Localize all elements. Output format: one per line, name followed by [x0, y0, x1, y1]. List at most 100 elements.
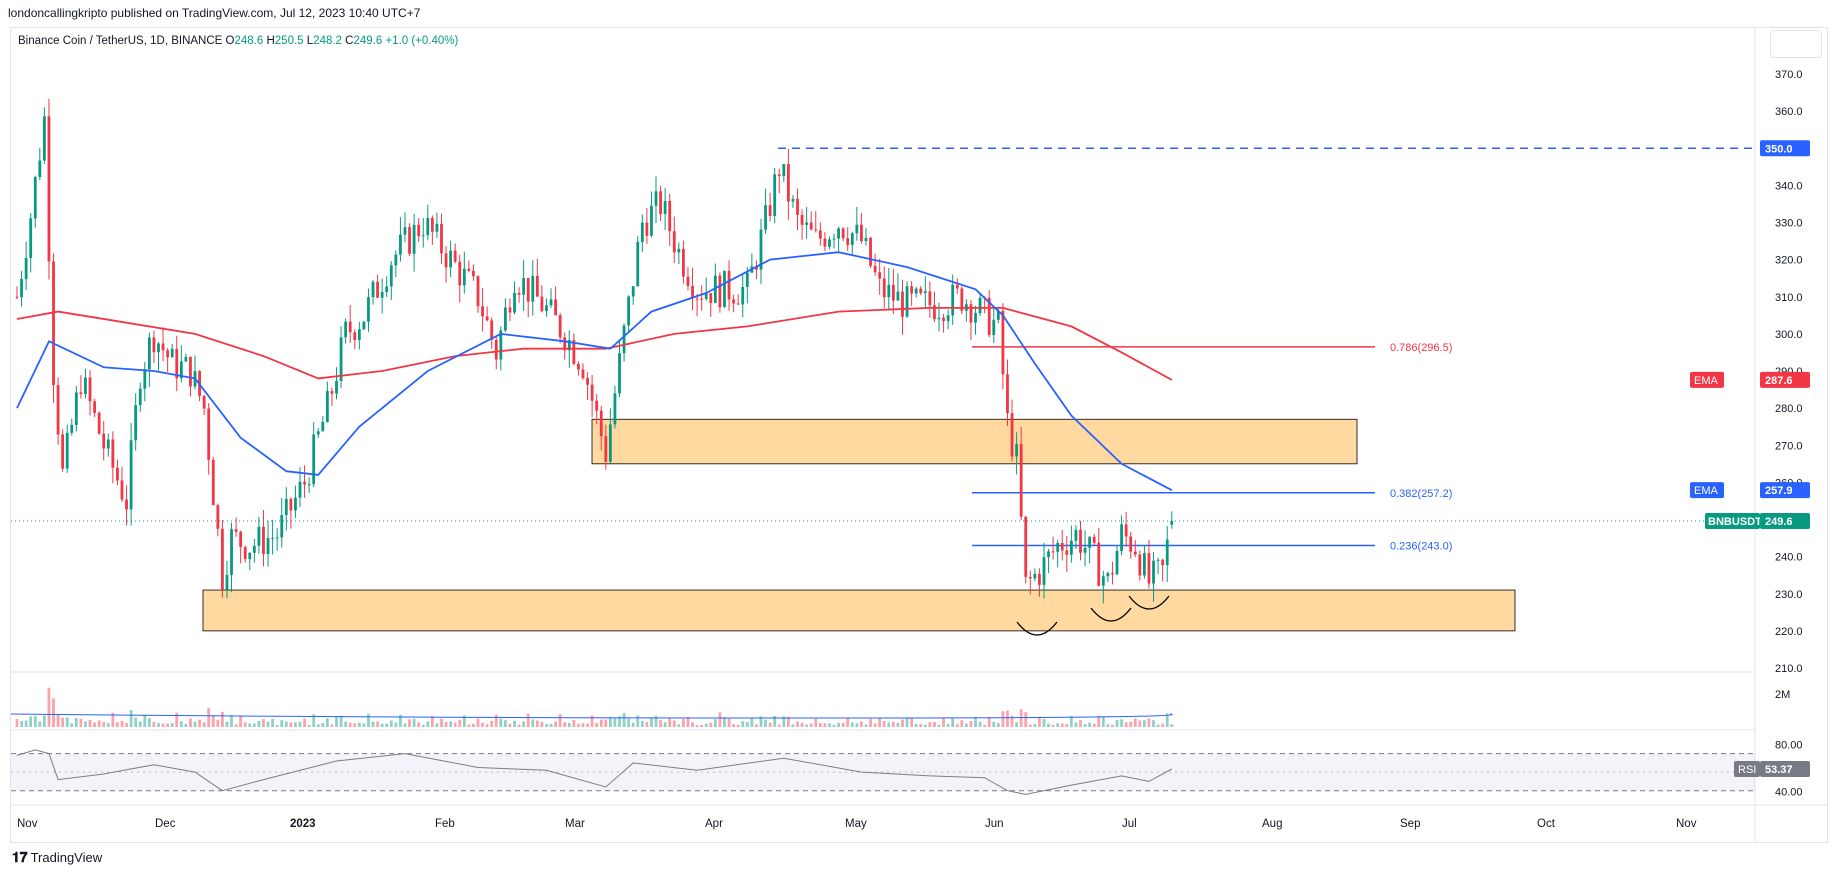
candle-body [627, 296, 631, 326]
volume-bar [1120, 719, 1123, 727]
candle-body [399, 234, 402, 255]
volume-bar [389, 720, 393, 727]
volume-bar [545, 723, 548, 727]
volume-axis-label: 2M [1775, 689, 1790, 701]
candle-body [645, 222, 649, 236]
main-pane: 0.786(296.5) 0.382(257.2) 0.236(243.0) [11, 28, 1828, 842]
volume-bar [408, 719, 411, 727]
candle-body [608, 424, 612, 462]
volume-bar [417, 722, 421, 727]
candle-body [622, 325, 626, 354]
candle-body [453, 250, 457, 262]
candle-body [499, 330, 503, 360]
candle-body [339, 337, 343, 381]
pattern-arc [1090, 607, 1132, 622]
candle-body [1152, 560, 1155, 584]
candle-body [1147, 553, 1151, 584]
candle-body [1124, 524, 1128, 537]
candle-body [577, 363, 580, 370]
volume-bar [828, 723, 831, 727]
volume-bar [923, 724, 927, 727]
volume-bar [380, 723, 384, 727]
candle-body [312, 434, 316, 485]
volume-bar [211, 715, 215, 727]
volume-bar [650, 718, 653, 727]
candle-body [1083, 547, 1087, 553]
candle-body [531, 275, 535, 302]
candle-body [1038, 573, 1041, 585]
volume-bar [796, 721, 799, 727]
price-tick-label: 310.0 [1775, 292, 1803, 304]
candle-body [303, 481, 306, 485]
candle-body [786, 164, 790, 202]
volume-bar [440, 718, 443, 727]
candle-body [426, 217, 430, 236]
chart-control-button[interactable] [1770, 30, 1822, 58]
volume-bar [572, 719, 576, 727]
time-tick-label: May [845, 818, 867, 830]
volume-bar [860, 721, 863, 727]
candle-body [271, 537, 275, 539]
candle-body [832, 238, 836, 240]
candle-body [517, 292, 521, 295]
volume-bar [275, 724, 279, 727]
volume-bar [782, 716, 786, 727]
volume-bar [1065, 724, 1069, 727]
volume-bar [1079, 720, 1082, 727]
candle-body [243, 546, 247, 560]
volume-bar [20, 721, 23, 727]
volume-bar [47, 687, 51, 727]
volume-bar [1133, 718, 1137, 727]
volume-bar [996, 723, 1000, 727]
candle-body [330, 391, 334, 394]
candle-body [275, 537, 279, 539]
volume-bar [558, 714, 562, 727]
candle-body [572, 340, 576, 364]
candle-body [503, 307, 507, 331]
support-resistance-zone [591, 418, 1358, 465]
volume-bar [846, 717, 850, 727]
candle-body [1074, 529, 1078, 541]
volume-bar [435, 723, 439, 727]
candle-body [773, 174, 777, 216]
candle-body [33, 177, 37, 219]
candle-body [828, 239, 831, 247]
candle-body [818, 230, 822, 239]
price-tick-label: 360.0 [1775, 106, 1803, 118]
candle-body [901, 291, 904, 317]
volume-bar [134, 717, 138, 727]
ema-fast-tag-value-bg [1760, 482, 1810, 499]
volume-bar [768, 722, 772, 727]
volume-bar [79, 718, 83, 727]
volume-bar [152, 721, 156, 727]
price-tick-label: 210.0 [1775, 663, 1803, 675]
volume-bar [513, 720, 516, 727]
candle-body [88, 377, 92, 402]
volume-bar [503, 720, 507, 727]
candle-body [97, 412, 101, 434]
volume-bar [93, 722, 96, 727]
volume-bar [1060, 723, 1064, 727]
ema-fast-tag-bg [1690, 482, 1724, 499]
candle-body [166, 350, 170, 358]
volume-bar [24, 720, 28, 727]
candle-body [933, 305, 936, 320]
chart-frame [10, 27, 1828, 843]
candle-body [1033, 573, 1037, 579]
volume-bar [1111, 724, 1114, 727]
volume-bar [563, 722, 567, 727]
volume-bar [357, 722, 361, 727]
volume-bar [179, 721, 183, 727]
candle-body [736, 303, 740, 305]
volume-bar [540, 721, 544, 727]
volume-bar [928, 722, 932, 727]
volume-bar [257, 720, 261, 727]
candle-body [992, 319, 996, 336]
candle-body [864, 237, 868, 242]
candle-body [129, 440, 133, 510]
fib-level-label: 0.786(296.5) [1390, 342, 1452, 354]
price-tick-label: 230.0 [1775, 589, 1803, 601]
rsi-value: 53.37 [1765, 764, 1793, 776]
candle-body [1097, 542, 1101, 586]
